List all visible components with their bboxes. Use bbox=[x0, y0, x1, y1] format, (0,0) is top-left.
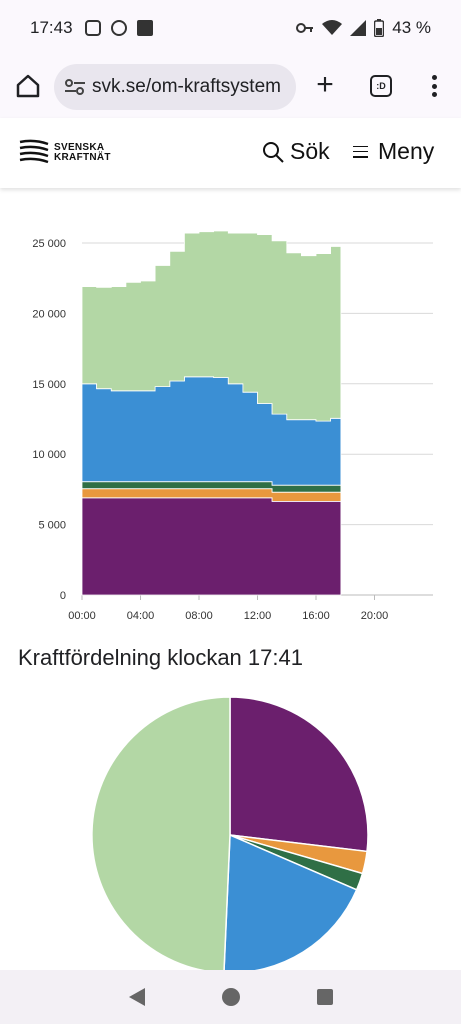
production-chart: 0 5 000 10 000 15 000 20 000 25 000 00:00 04:00… bbox=[0, 215, 461, 635]
area-chart-svg: 0 5 000 10 000 15 000 20 000 25 000 00:00 04:00… bbox=[32, 230, 433, 622]
tab-switcher-button[interactable]: :D bbox=[370, 75, 392, 97]
menu-label: Meny bbox=[378, 138, 435, 164]
url-text: svk.se/om-kraftsystem bbox=[92, 76, 281, 97]
x-tick-label: 04:00 bbox=[127, 610, 155, 622]
instagram-icon bbox=[84, 20, 101, 36]
logo-line-1: SVENSKA bbox=[54, 142, 105, 153]
search-label: Sök bbox=[290, 138, 330, 164]
logo-line-2: KRAFTNÄT bbox=[54, 152, 111, 163]
pie-title: Kraftfördelning klockan 17:41 bbox=[18, 645, 303, 670]
new-tab-button[interactable]: + bbox=[316, 68, 334, 101]
pie-chart bbox=[80, 685, 380, 975]
browser-toolbar: svk.se/om-kraftsystem + :D bbox=[0, 56, 461, 118]
sync-icon bbox=[110, 20, 127, 36]
svenska-kraftnat-logo[interactable]: SVENSKA KRAFTNÄT bbox=[18, 138, 118, 168]
address-bar[interactable]: svk.se/om-kraftsystem bbox=[54, 64, 296, 110]
x-tick-label: 20:00 bbox=[361, 610, 389, 622]
site-settings-icon[interactable] bbox=[64, 78, 86, 96]
x-tick-label: 12:00 bbox=[244, 610, 272, 622]
site-header: SVENSKA KRAFTNÄT Sök Meny bbox=[0, 118, 461, 188]
x-tick-label: 00:00 bbox=[68, 610, 96, 622]
pie-slice-4[interactable] bbox=[91, 696, 231, 974]
home-nav-icon[interactable] bbox=[221, 988, 240, 1006]
system-nav-bar bbox=[0, 970, 461, 1024]
pie-chart-svg bbox=[91, 696, 369, 974]
y-tick-label: 5 000 bbox=[38, 520, 66, 532]
logo-mark-icon bbox=[19, 139, 49, 164]
x-tick-label: 08:00 bbox=[185, 610, 213, 622]
back-icon[interactable] bbox=[128, 988, 145, 1006]
browser-menu-icon[interactable] bbox=[424, 72, 444, 100]
y-tick-label: 15 000 bbox=[32, 379, 66, 391]
status-time: 17:43 bbox=[30, 18, 73, 37]
y-tick-label: 20 000 bbox=[32, 308, 66, 320]
home-icon[interactable] bbox=[14, 72, 42, 100]
search-icon bbox=[263, 141, 284, 163]
wifi-icon bbox=[322, 20, 343, 35]
signal-icon bbox=[350, 20, 367, 36]
hamburger-icon bbox=[353, 145, 368, 158]
recents-icon[interactable] bbox=[316, 989, 333, 1005]
y-tick-label: 10 000 bbox=[32, 449, 66, 461]
system-icons: 43 % bbox=[296, 18, 431, 38]
notification-icons bbox=[84, 20, 153, 36]
area-series-0[interactable] bbox=[81, 497, 342, 596]
battery-icon bbox=[374, 19, 385, 37]
battery-percent: 43 % bbox=[392, 18, 431, 37]
area-series-4[interactable] bbox=[81, 230, 342, 422]
x-tick-label: 16:00 bbox=[302, 610, 330, 622]
y-tick-label: 25 000 bbox=[32, 238, 66, 250]
status-bar: 17:43 43 % bbox=[0, 0, 461, 56]
y-tick-label: 0 bbox=[60, 590, 66, 602]
menu-button[interactable]: Meny bbox=[353, 138, 434, 165]
search-button[interactable]: Sök bbox=[262, 138, 330, 165]
linkedin-icon bbox=[136, 20, 153, 36]
key-icon bbox=[296, 23, 314, 33]
pie-slice-0[interactable] bbox=[229, 696, 369, 853]
